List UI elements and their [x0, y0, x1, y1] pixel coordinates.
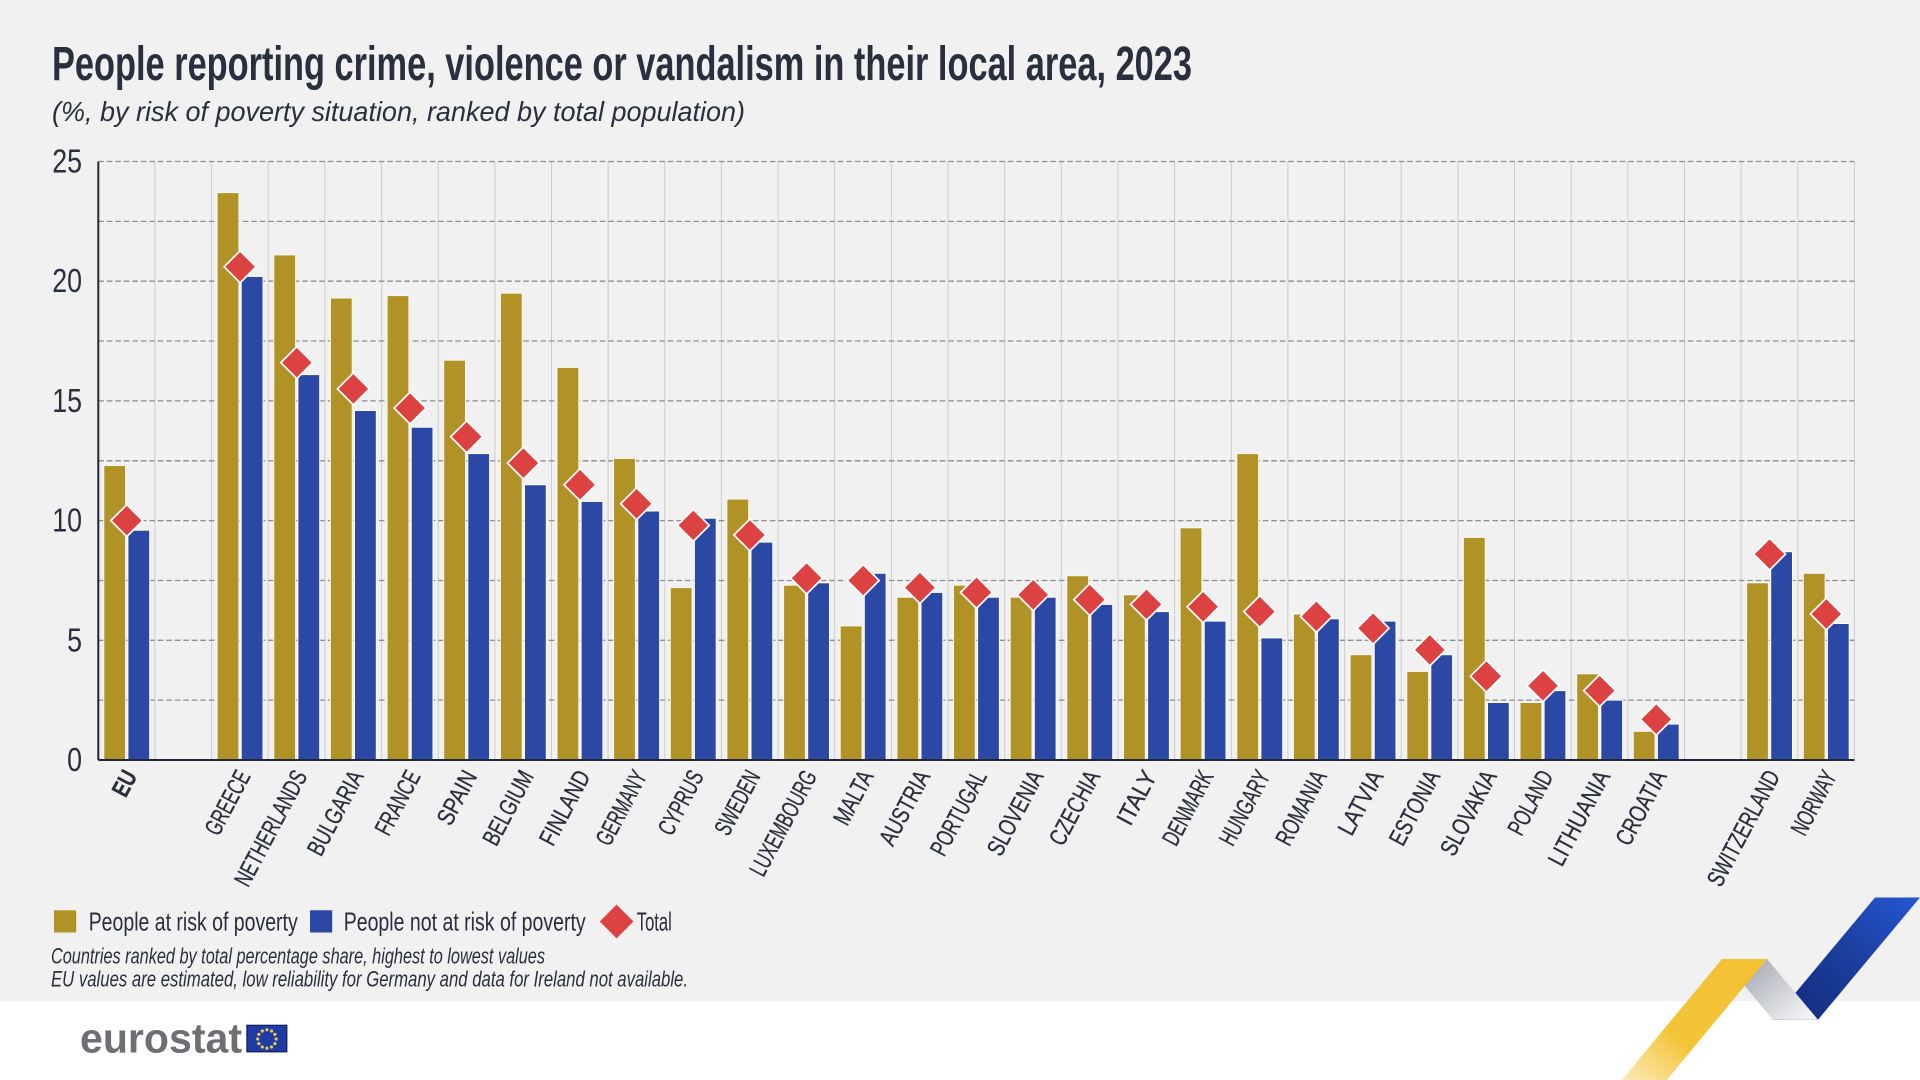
svg-text:Total: Total [637, 906, 672, 936]
svg-text:5: 5 [67, 621, 82, 658]
svg-text:(%, by risk of poverty situati: (%, by risk of poverty situation, ranked… [52, 96, 745, 127]
svg-text:EU values are estimated, low r: EU values are estimated, low reliability… [51, 967, 688, 992]
svg-text:eurostat: eurostat [80, 1015, 242, 1062]
svg-text:0: 0 [67, 741, 82, 778]
svg-text:Countries ranked by total perc: Countries ranked by total percentage sha… [51, 944, 545, 969]
svg-text:25: 25 [52, 143, 82, 180]
svg-text:20: 20 [52, 262, 82, 299]
svg-text:10: 10 [52, 502, 82, 539]
svg-text:15: 15 [52, 382, 82, 419]
svg-text:People reporting crime, violen: People reporting crime, violence or vand… [52, 38, 1192, 91]
svg-text:People not at risk of poverty: People not at risk of poverty [344, 906, 586, 936]
svg-text:People at risk of poverty: People at risk of poverty [89, 906, 298, 936]
